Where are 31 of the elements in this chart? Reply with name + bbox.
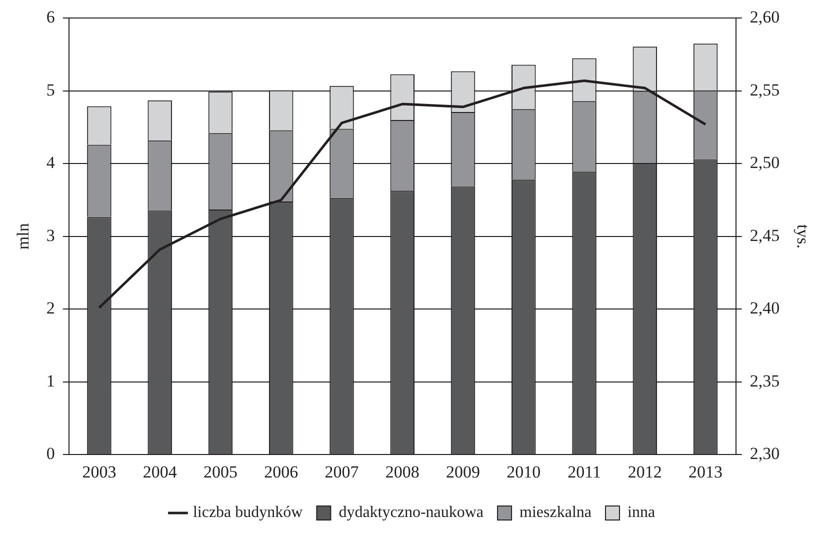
y2-tick-label: 2,40 (750, 298, 780, 318)
y2-tick-label: 2,50 (750, 153, 780, 172)
y2-axis-title: tys. (793, 224, 812, 248)
x-tick-label: 2008 (385, 462, 420, 482)
x-tick-label: 2009 (446, 462, 480, 482)
y-tick-label: 1 (46, 371, 55, 390)
y2-tick-label: 2,35 (750, 371, 780, 390)
x-tick-label: 2012 (628, 462, 662, 482)
y-axis-title: mln (14, 222, 33, 250)
x-tick-label: 2011 (568, 462, 601, 482)
y-tick-label: 3 (46, 226, 55, 245)
y-tick-label: 6 (46, 8, 55, 27)
x-tick-label: 2004 (142, 462, 178, 482)
y2-tick-label: 2,30 (750, 444, 780, 464)
y-tick-label: 2 (46, 298, 55, 318)
y2-tick-label: 2,45 (750, 226, 780, 245)
y-tick-label: 0 (46, 444, 55, 464)
x-tick-label: 2010 (506, 462, 541, 482)
legend-label: inna (628, 504, 656, 522)
x-tick-label: 2013 (688, 462, 723, 482)
x-tick-label: 2003 (82, 462, 116, 482)
y-tick-label: 4 (46, 153, 56, 172)
y-tick-label: 5 (46, 80, 55, 100)
x-tick-label: 2007 (324, 462, 360, 482)
y2-tick-label: 2,55 (750, 80, 780, 100)
y2-tick-label: 2,60 (750, 8, 780, 27)
x-tick-label: 2005 (203, 462, 238, 482)
x-tick-label: 2006 (264, 462, 298, 482)
legend-label: liczba budynków (192, 504, 304, 522)
legend-label: dydaktyczno-naukowa (338, 504, 484, 522)
legend-label: mieszkalna (520, 504, 592, 522)
